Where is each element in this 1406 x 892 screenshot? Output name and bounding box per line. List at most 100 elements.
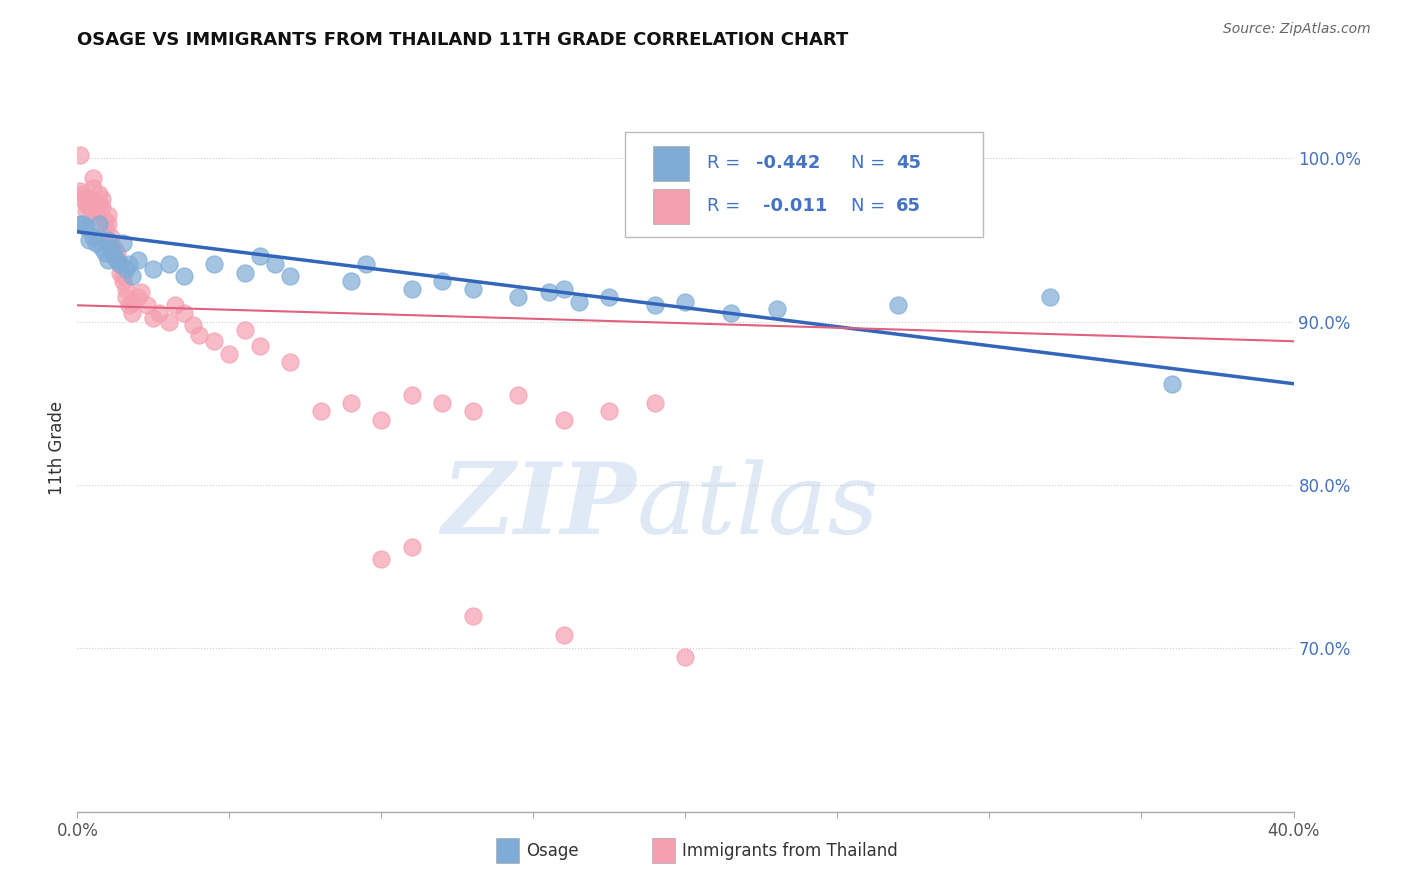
Point [432, 396, 454, 410]
Point [127, 290, 149, 304]
Point [105, 252, 128, 267]
Point [370, 412, 392, 426]
Point [553, 628, 575, 642]
Text: Osage: Osage [526, 842, 578, 860]
Point [100, 229, 122, 244]
Point [90, 192, 112, 206]
Point [105, 246, 128, 260]
FancyBboxPatch shape [652, 189, 689, 224]
Point [553, 412, 575, 426]
Point [401, 540, 423, 554]
Text: -0.442: -0.442 [756, 154, 820, 172]
Point [202, 334, 225, 349]
Point [173, 306, 195, 320]
Point [103, 249, 125, 263]
Point [69, 217, 91, 231]
Point [72, 192, 94, 206]
FancyBboxPatch shape [624, 132, 983, 237]
Point [84, 203, 107, 218]
Point [118, 298, 141, 312]
Point [887, 298, 910, 312]
Point [142, 262, 165, 277]
Point [84, 209, 107, 223]
Point [100, 236, 122, 251]
Point [108, 257, 131, 271]
Point [79, 233, 101, 247]
Point [461, 404, 484, 418]
Point [118, 257, 141, 271]
Point [461, 608, 484, 623]
FancyBboxPatch shape [652, 145, 689, 180]
Point [97, 252, 120, 267]
Point [93, 246, 115, 260]
Point [765, 301, 787, 316]
Point [278, 355, 301, 369]
Text: 65: 65 [896, 197, 921, 215]
Point [675, 295, 697, 310]
Point [432, 274, 454, 288]
Point [108, 266, 131, 280]
Point [87, 217, 110, 231]
Point [181, 318, 204, 332]
Point [173, 268, 195, 283]
Point [103, 249, 125, 263]
Point [111, 236, 134, 251]
Point [218, 347, 240, 361]
Point [309, 404, 332, 418]
Text: 45: 45 [896, 154, 921, 172]
Point [249, 339, 271, 353]
Point [82, 229, 104, 244]
Point [111, 268, 134, 283]
Point [127, 252, 149, 267]
Text: Immigrants from Thailand: Immigrants from Thailand [682, 842, 897, 860]
Text: atlas: atlas [637, 458, 880, 554]
Point [249, 249, 271, 263]
Point [508, 290, 530, 304]
Point [401, 388, 423, 402]
Point [233, 266, 256, 280]
Point [401, 282, 423, 296]
Point [82, 170, 104, 185]
Text: Source: ZipAtlas.com: Source: ZipAtlas.com [1223, 22, 1371, 37]
Text: -0.011: -0.011 [763, 197, 828, 215]
Point [598, 404, 620, 418]
Point [72, 187, 94, 202]
Point [461, 282, 484, 296]
Point [202, 257, 225, 271]
Point [553, 282, 575, 296]
Point [97, 233, 120, 247]
Point [105, 252, 128, 267]
Point [1039, 290, 1062, 304]
Text: OSAGE VS IMMIGRANTS FROM THAILAND 11TH GRADE CORRELATION CHART: OSAGE VS IMMIGRANTS FROM THAILAND 11TH G… [77, 31, 849, 49]
Point [108, 257, 131, 271]
Point [121, 306, 143, 320]
Point [90, 241, 112, 255]
Point [121, 268, 143, 283]
Text: N =: N = [851, 154, 891, 172]
Point [233, 323, 256, 337]
Point [115, 262, 138, 277]
Point [598, 290, 620, 304]
Point [93, 219, 115, 234]
Point [142, 311, 165, 326]
Point [157, 315, 180, 329]
Text: R =: R = [707, 197, 752, 215]
Point [87, 197, 110, 211]
Point [188, 327, 211, 342]
Text: ZIP: ZIP [441, 458, 637, 555]
Point [354, 257, 377, 271]
Point [75, 219, 97, 234]
Point [508, 388, 530, 402]
Point [278, 268, 301, 283]
Point [103, 241, 125, 255]
Point [1161, 376, 1184, 391]
Point [115, 282, 138, 296]
Point [72, 217, 94, 231]
Point [75, 203, 97, 218]
Point [69, 148, 91, 162]
Point [87, 187, 110, 202]
Point [136, 298, 159, 312]
Point [675, 649, 697, 664]
Point [163, 298, 186, 312]
Point [93, 213, 115, 227]
